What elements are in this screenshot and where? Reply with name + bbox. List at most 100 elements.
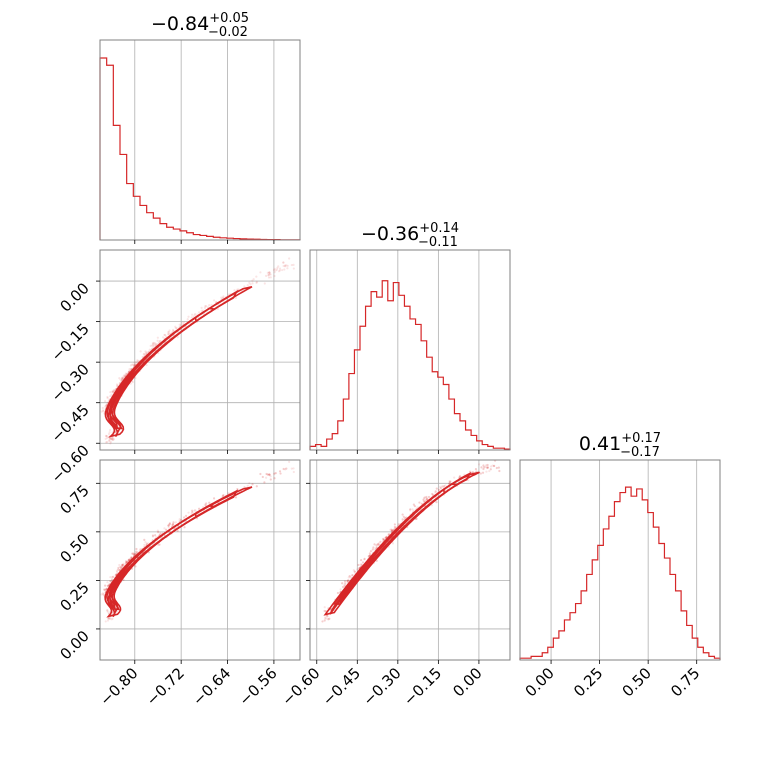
- scatter-point: [103, 588, 106, 591]
- scatter-point: [168, 522, 171, 525]
- scatter-point: [176, 335, 179, 339]
- scatter-point: [413, 505, 417, 508]
- scatter-point: [152, 345, 155, 348]
- scatter-point: [132, 363, 135, 366]
- scatter-point: [191, 509, 194, 512]
- scatter-point: [425, 498, 428, 501]
- scatter-point: [153, 343, 157, 346]
- scatter-point: [197, 507, 201, 510]
- scatter-point: [422, 498, 425, 501]
- contour-line: [104, 286, 253, 438]
- scatter-point: [106, 581, 109, 584]
- scatter-point: [328, 617, 331, 620]
- scatter-point: [278, 267, 282, 270]
- scatter-point: [292, 467, 295, 470]
- scatter-point: [261, 475, 264, 479]
- scatter-point: [157, 531, 160, 534]
- scatter-point: [186, 318, 189, 321]
- panel-title-1: −0.36+0.14 −0.11: [361, 221, 459, 250]
- scatter-point: [119, 378, 122, 381]
- scatter-point: [143, 352, 146, 356]
- scatter-point: [349, 576, 352, 579]
- scatter-point: [108, 428, 112, 432]
- scatter-point: [216, 307, 219, 311]
- scatter-point: [357, 563, 360, 567]
- scatter-point: [127, 559, 131, 562]
- scatter-point: [124, 372, 128, 375]
- scatter-point: [194, 312, 197, 316]
- scatter-point: [203, 306, 206, 310]
- scatter-point: [390, 528, 393, 531]
- scatter-point: [449, 480, 452, 483]
- scatter-point: [339, 588, 342, 591]
- scatter-point: [151, 535, 155, 538]
- scatter-point: [336, 591, 340, 595]
- scatter-point: [448, 480, 452, 483]
- scatter-point: [139, 548, 142, 551]
- scatter-point: [162, 336, 165, 339]
- scatter-point: [154, 342, 157, 345]
- scatter-point: [285, 264, 288, 267]
- scatter-point: [117, 566, 120, 569]
- panel-frame-0: [99, 249, 301, 451]
- scatter-point: [491, 464, 494, 467]
- scatter-point: [135, 362, 138, 365]
- x-tick-label: −0.45: [319, 664, 364, 709]
- scatter-point: [431, 492, 434, 496]
- scatter-point: [278, 470, 282, 473]
- scatter-point: [143, 538, 146, 542]
- scatter-point: [107, 432, 111, 436]
- scatter-point: [156, 336, 159, 339]
- scatter-point: [128, 558, 131, 561]
- scatter-point: [363, 557, 366, 560]
- scatter-point: [172, 524, 175, 527]
- scatter-point: [112, 390, 115, 393]
- scatter-point: [379, 540, 382, 543]
- scatter-point: [132, 364, 136, 367]
- scatter-point: [125, 560, 129, 564]
- scatter-point: [267, 274, 270, 277]
- scatter-point: [415, 517, 418, 520]
- scatter-point: [486, 466, 489, 469]
- scatter-point: [106, 584, 109, 587]
- scatter-point: [134, 552, 137, 556]
- scatter-point: [251, 279, 254, 282]
- scatter-point: [265, 274, 268, 278]
- scatter-point: [377, 542, 380, 546]
- scatter-point: [377, 543, 380, 546]
- scatter-point: [341, 585, 345, 589]
- scatter-point: [485, 464, 488, 467]
- scatter-point: [200, 309, 203, 312]
- scatter-point: [167, 524, 170, 527]
- scatter-point: [106, 610, 109, 613]
- scatter-point: [179, 518, 183, 522]
- scatter-point: [353, 570, 356, 573]
- scatter-point: [222, 296, 225, 299]
- scatter-point: [183, 516, 186, 519]
- title-median-2: 0.41: [579, 433, 621, 455]
- y-tick-label: 0.75: [56, 481, 92, 517]
- scatter-point: [375, 544, 378, 547]
- scatter-point: [255, 280, 258, 284]
- scatter-point: [282, 264, 285, 268]
- scatter-point: [168, 329, 171, 332]
- scatter-point: [482, 467, 485, 471]
- scatter-point: [116, 384, 119, 387]
- scatter-point: [105, 404, 108, 407]
- scatter-point: [346, 579, 349, 583]
- scatter-point: [422, 498, 425, 501]
- contour-line: [107, 489, 239, 618]
- scatter-point: [393, 523, 396, 526]
- scatter-point: [356, 568, 359, 571]
- scatter-point: [168, 522, 171, 525]
- scatter-point: [183, 526, 186, 529]
- scatter-point: [361, 561, 365, 564]
- scatter-point: [107, 617, 110, 620]
- scatter-point: [482, 467, 485, 471]
- scatter-point: [234, 496, 238, 499]
- scatter-point: [144, 350, 147, 353]
- scatter-point: [284, 265, 287, 268]
- scatter-point: [121, 378, 124, 381]
- scatter-point: [288, 257, 291, 260]
- scatter-point: [347, 579, 350, 582]
